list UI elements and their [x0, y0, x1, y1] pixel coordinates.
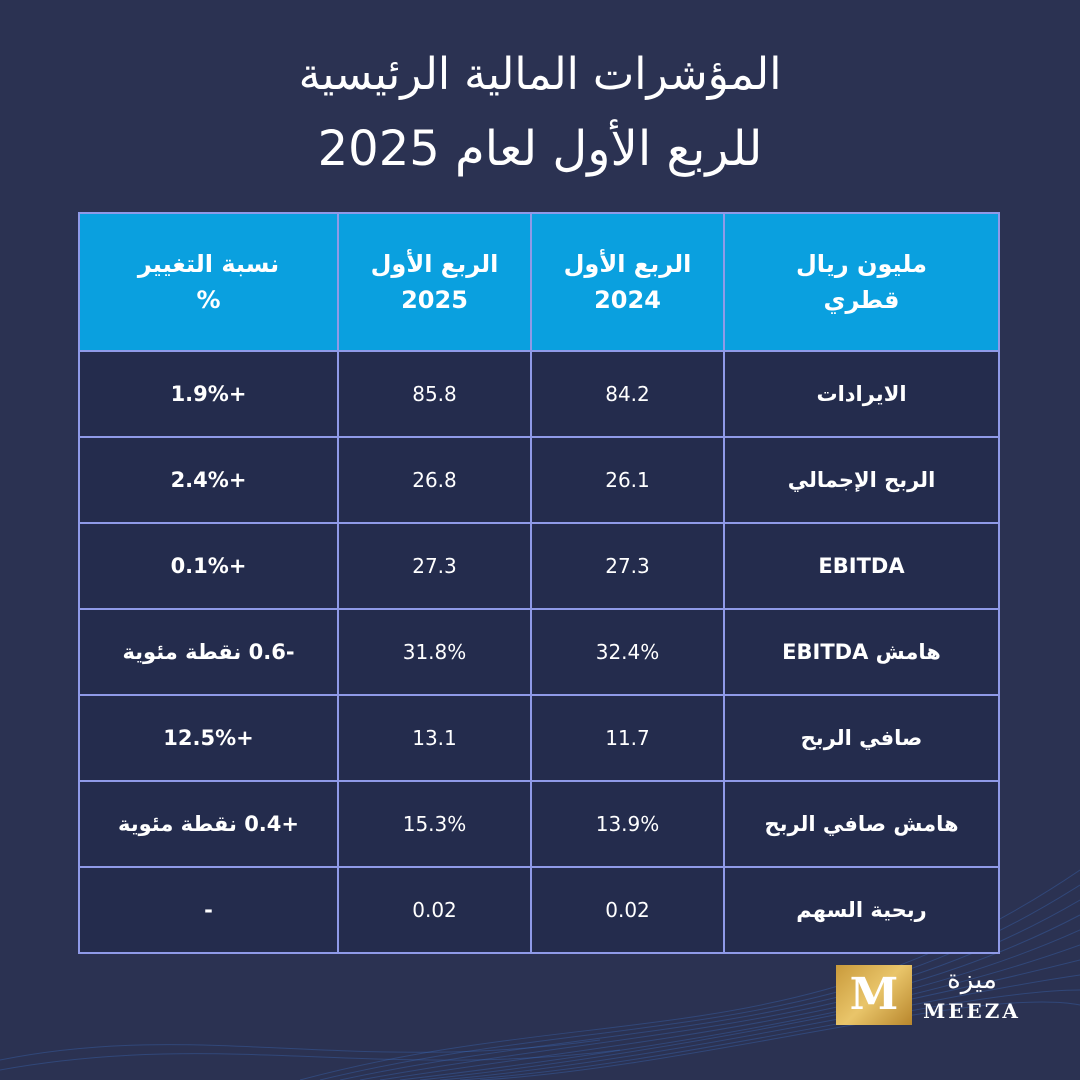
table-row: صافي الربح 11.7 13.1 +12.5%: [78, 694, 1000, 782]
table-row: هامش صافي الربح 13.9% 15.3% +0.4 نقطة مئ…: [78, 780, 1000, 868]
cell-q1-2024: 13.9%: [530, 780, 725, 868]
cell-q1-2025: 26.8: [337, 436, 532, 524]
table-row: ربحية السهم 0.02 0.02 -: [78, 866, 1000, 954]
title-line-1: المؤشرات المالية الرئيسية: [298, 49, 782, 100]
logo-arabic-text: ميزة: [947, 965, 997, 995]
header-q1-2024: الربع الأول 2024: [530, 212, 725, 352]
page-title: المؤشرات المالية الرئيسية للربع الأول لع…: [0, 40, 1080, 188]
header-unit: مليون ريال قطري: [723, 212, 1000, 352]
cell-q1-2025: 27.3: [337, 522, 532, 610]
table-row: الايرادات 84.2 85.8 +1.9%: [78, 350, 1000, 438]
cell-change: +0.4 نقطة مئوية: [78, 780, 339, 868]
header-q1-2025: الربع الأول 2025: [337, 212, 532, 352]
cell-q1-2025: 85.8: [337, 350, 532, 438]
header-change: نسبة التغيير %: [78, 212, 339, 352]
row-label: الربح الإجمالي: [723, 436, 1000, 524]
title-line-2: للربع الأول لعام 2025: [317, 121, 763, 177]
logo-letter: M: [849, 969, 899, 1020]
cell-q1-2025: 0.02: [337, 866, 532, 954]
cell-q1-2024: 26.1: [530, 436, 725, 524]
table-row: الربح الإجمالي 26.1 26.8 +2.4%: [78, 436, 1000, 524]
row-label: صافي الربح: [723, 694, 1000, 782]
row-label: هامش EBITDA: [723, 608, 1000, 696]
row-label: هامش صافي الربح: [723, 780, 1000, 868]
cell-change: +12.5%: [78, 694, 339, 782]
cell-q1-2025: 13.1: [337, 694, 532, 782]
financial-indicators-table: مليون ريال قطري الربع الأول 2024 الربع ا…: [78, 212, 1000, 954]
table-row: هامش EBITDA 32.4% 31.8% -0.6 نقطة مئوية: [78, 608, 1000, 696]
row-label: ربحية السهم: [723, 866, 1000, 954]
logo-emblem: M: [836, 965, 912, 1025]
cell-change: -0.6 نقطة مئوية: [78, 608, 339, 696]
cell-change: +1.9%: [78, 350, 339, 438]
table-header-row: مليون ريال قطري الربع الأول 2024 الربع ا…: [78, 212, 1000, 352]
meeza-logo: M ميزة MEEZA: [836, 965, 1026, 1025]
cell-q1-2024: 27.3: [530, 522, 725, 610]
cell-q1-2024: 84.2: [530, 350, 725, 438]
cell-q1-2024: 32.4%: [530, 608, 725, 696]
cell-q1-2025: 15.3%: [337, 780, 532, 868]
cell-q1-2025: 31.8%: [337, 608, 532, 696]
cell-q1-2024: 11.7: [530, 694, 725, 782]
row-label: الايرادات: [723, 350, 1000, 438]
logo-english-text: MEEZA: [923, 999, 1021, 1023]
cell-change: +0.1%: [78, 522, 339, 610]
row-label: EBITDA: [723, 522, 1000, 610]
table-row: EBITDA 27.3 27.3 +0.1%: [78, 522, 1000, 610]
cell-q1-2024: 0.02: [530, 866, 725, 954]
cell-change: +2.4%: [78, 436, 339, 524]
cell-change: -: [78, 866, 339, 954]
